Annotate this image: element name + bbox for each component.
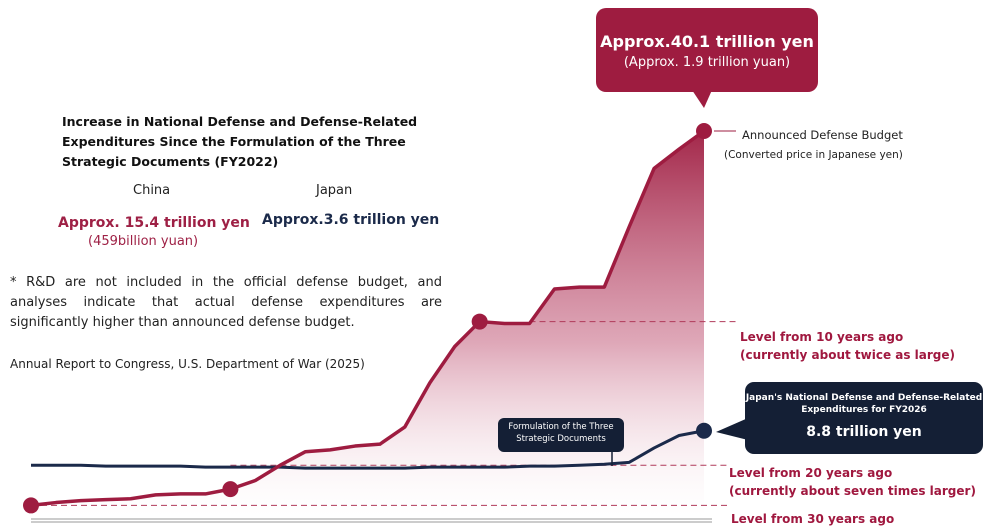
china-increase-value: Approx. 15.4 trillion yen — [58, 215, 250, 231]
point-china-latest — [696, 123, 712, 139]
china-latest-yuan: (Approx. 1.9 trillion yuan) — [623, 55, 791, 70]
point-china-10-years-ago — [471, 313, 488, 330]
level-10-years-label: Level from 10 years ago (currently about… — [740, 328, 955, 364]
level-20-years-line2: (currently about seven times larger) — [729, 484, 976, 498]
japan-callout-pointer — [716, 418, 748, 440]
japan-column-label: Japan — [316, 183, 353, 198]
formulation-callout-text: Formulation of the Three Strategic Docum… — [508, 422, 614, 444]
series-sublabel-china: (Converted price in Japanese yen) — [724, 149, 903, 161]
chart-title: Increase in National Defense and Defense… — [62, 114, 418, 169]
china-series-line — [30, 129, 706, 508]
japan-latest-title: Japan's National Defense and Defense-Rel… — [745, 393, 983, 415]
japan-latest-value: 8.8 trillion yen — [806, 424, 922, 440]
source-citation: Annual Report to Congress, U.S. Departme… — [10, 357, 365, 371]
series-label-china: Announced Defense Budget — [742, 128, 903, 142]
point-japan-latest — [696, 422, 712, 439]
rd-note: * R&D are not included in the official d… — [10, 275, 442, 330]
level-30-years-label: Level from 30 years ago — [731, 510, 894, 528]
point-china-30-years-ago — [23, 497, 39, 514]
level-20-years-label: Level from 20 years ago (currently about… — [729, 464, 976, 500]
japan-increase-value: Approx.3.6 trillion yen — [262, 212, 440, 228]
china-column-label: China — [133, 183, 171, 198]
china-latest-callout — [596, 8, 818, 92]
level-20-years-line1: Level from 20 years ago — [729, 466, 893, 480]
china-increase-yuan: (459billion yuan) — [88, 234, 199, 249]
level-10-years-line2: (currently about twice as large) — [740, 348, 956, 362]
formulation-callout — [498, 418, 624, 452]
level-10-years-line1: Level from 10 years ago — [740, 330, 904, 344]
japan-latest-callout — [745, 382, 983, 454]
china-latest-value: Approx.40.1 trillion yen — [600, 32, 814, 51]
japan-series-line — [31, 429, 705, 470]
level-30-years-line1: Level from 30 years ago — [731, 512, 895, 526]
point-20-years-ago — [222, 481, 239, 498]
china-callout-pointer — [692, 90, 712, 108]
